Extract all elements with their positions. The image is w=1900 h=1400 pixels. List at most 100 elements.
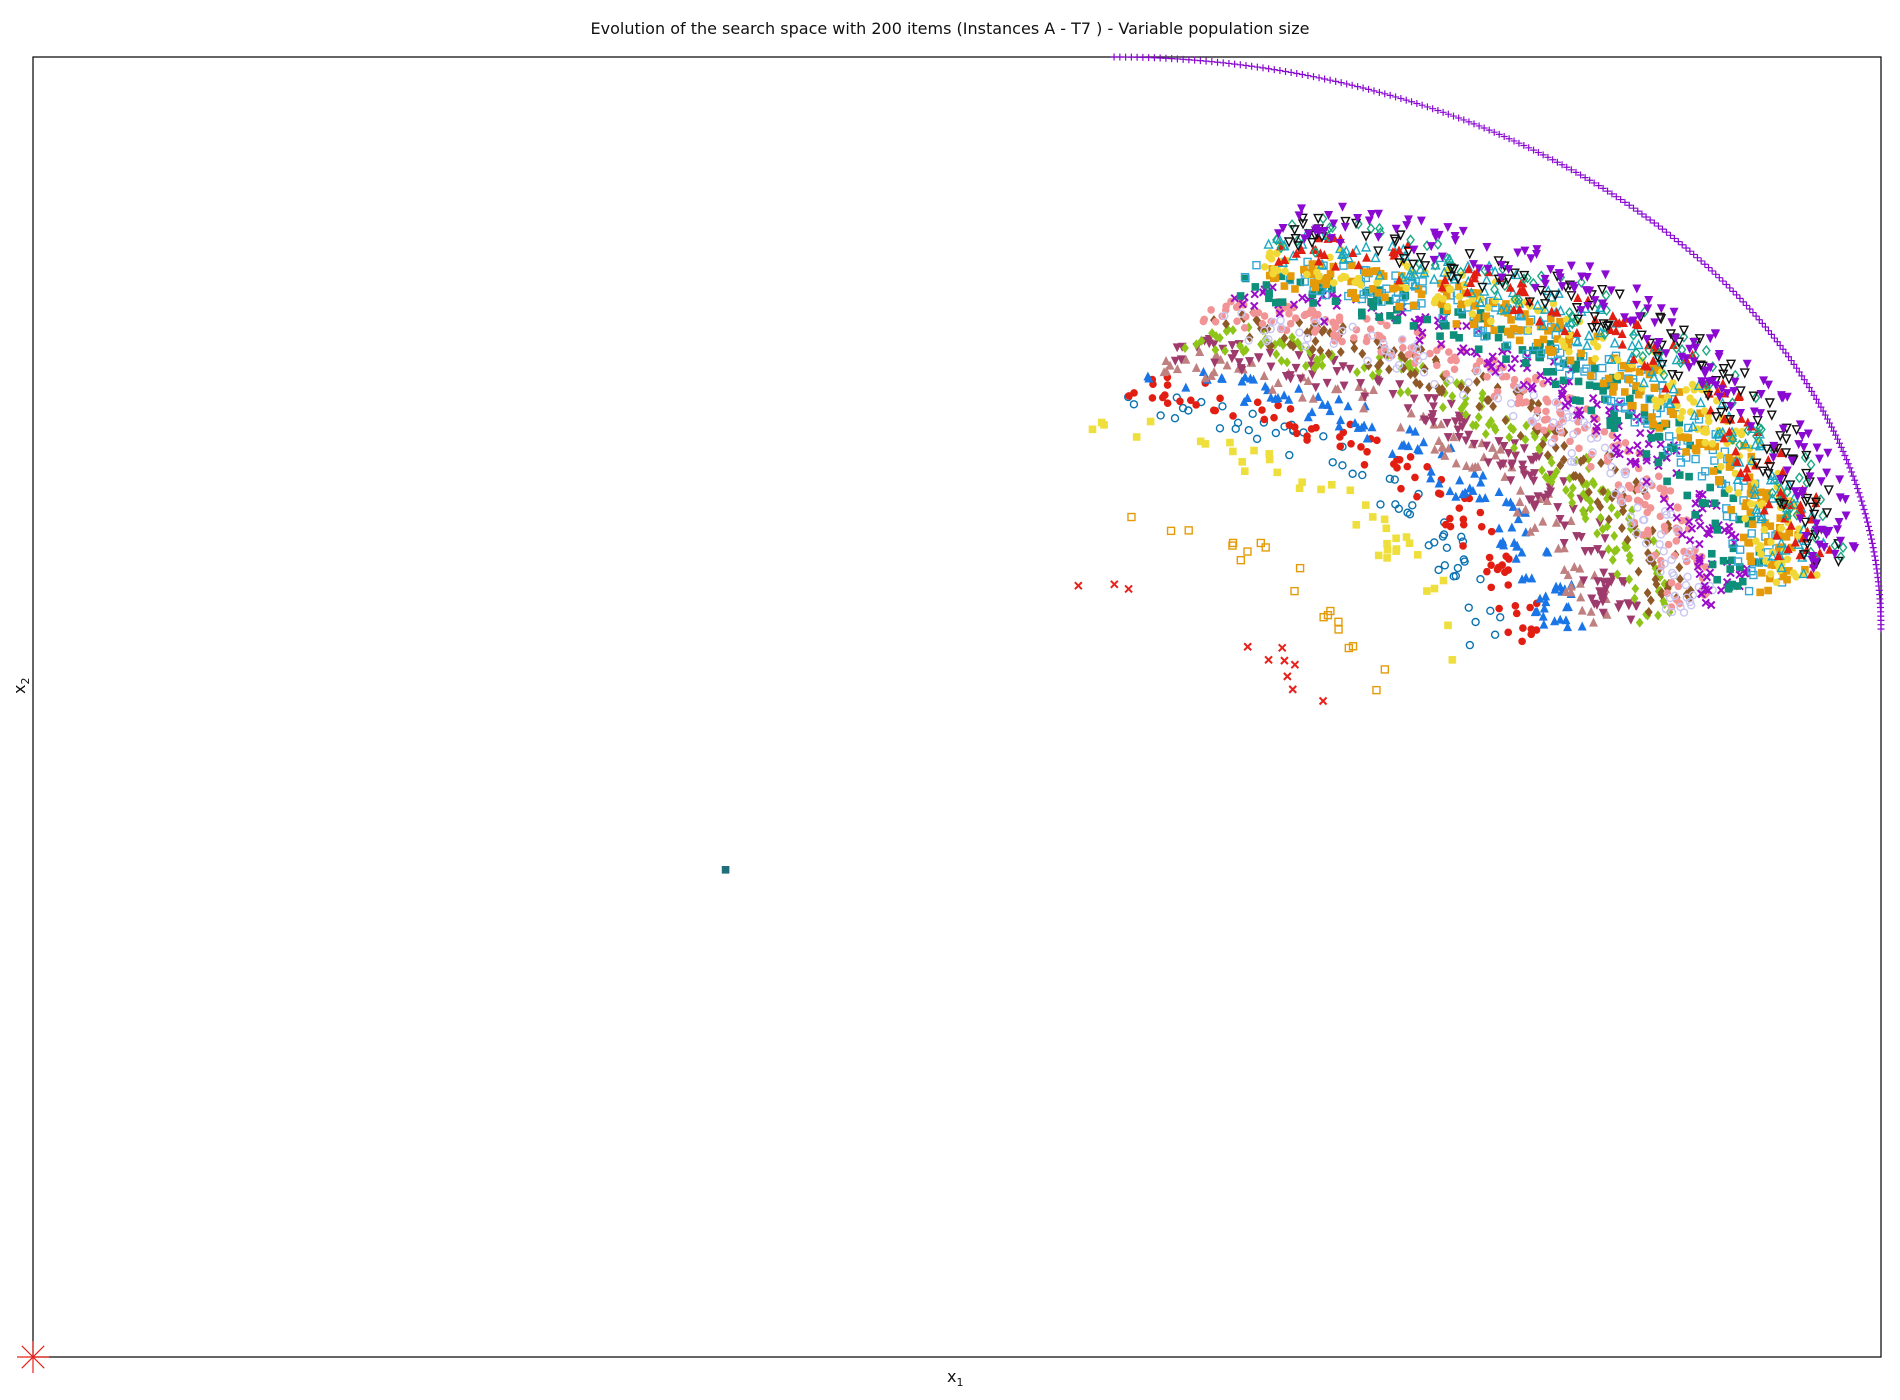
data-point <box>1074 581 1083 590</box>
data-point <box>1708 267 1716 275</box>
data-point <box>1711 519 1720 528</box>
data-point <box>1345 364 1355 374</box>
data-point <box>1658 451 1667 460</box>
data-point <box>1441 520 1450 529</box>
data-point <box>1625 201 1633 209</box>
data-point <box>1146 417 1155 426</box>
data-point <box>1658 225 1666 233</box>
data-point <box>1631 459 1641 469</box>
data-point <box>1613 509 1622 520</box>
data-point <box>1625 574 1634 585</box>
data-point <box>1216 332 1224 343</box>
data-point <box>1328 458 1337 467</box>
data-point <box>1415 379 1424 390</box>
data-point <box>1710 499 1719 507</box>
data-point <box>1557 282 1567 292</box>
data-point <box>1872 561 1880 569</box>
data-point <box>1340 222 1350 232</box>
data-point <box>1494 333 1503 342</box>
data-point <box>1215 424 1225 433</box>
data-point <box>1521 572 1531 582</box>
data-point <box>1768 453 1778 463</box>
data-point <box>1646 504 1655 512</box>
reference-point-layer <box>17 1341 49 1373</box>
data-point <box>1572 532 1582 542</box>
data-point <box>1669 571 1678 580</box>
data-point <box>1406 369 1415 380</box>
data-point <box>1666 502 1675 511</box>
data-point <box>1442 370 1451 378</box>
data-point <box>1419 261 1431 272</box>
data-point <box>1643 304 1653 314</box>
data-point <box>1582 364 1591 373</box>
data-point <box>1311 383 1321 393</box>
data-point <box>1504 449 1514 459</box>
data-point <box>1419 437 1429 447</box>
data-point <box>1373 246 1384 257</box>
data-point <box>1549 367 1557 376</box>
data-point <box>1748 520 1757 529</box>
data-point <box>1350 334 1358 342</box>
data-point <box>1755 422 1764 434</box>
data-point <box>1606 353 1617 365</box>
data-point <box>1696 521 1705 530</box>
data-point <box>1534 149 1542 157</box>
data-point <box>1450 365 1459 374</box>
data-point <box>1248 62 1256 70</box>
data-point <box>1385 474 1395 483</box>
data-point <box>1790 360 1798 368</box>
data-point <box>1265 289 1273 297</box>
data-point <box>1184 406 1193 415</box>
data-point <box>1620 313 1630 323</box>
data-point <box>1741 514 1749 523</box>
data-point <box>1438 532 1448 541</box>
data-point <box>1773 338 1781 346</box>
data-point <box>1632 529 1642 538</box>
data-point <box>1722 511 1732 521</box>
data-point <box>1334 625 1343 634</box>
data-point <box>1497 260 1507 270</box>
data-point <box>1529 391 1538 400</box>
data-point <box>1569 483 1577 494</box>
data-point <box>1394 504 1404 513</box>
data-point <box>1644 295 1654 305</box>
data-point <box>1673 371 1684 382</box>
data-point <box>1783 510 1792 522</box>
data-point <box>1309 299 1317 307</box>
data-point <box>1237 309 1246 318</box>
data-point <box>1443 223 1453 233</box>
data-point <box>1750 438 1761 449</box>
data-point <box>1465 494 1474 503</box>
data-point <box>1532 299 1543 310</box>
data-point <box>1669 410 1678 419</box>
data-point <box>1758 569 1766 577</box>
data-point <box>1250 301 1259 311</box>
data-point <box>1449 572 1458 581</box>
data-point <box>1740 438 1751 449</box>
data-point <box>1538 439 1547 450</box>
data-point <box>1443 302 1452 311</box>
data-point <box>1430 584 1439 593</box>
data-point <box>1253 353 1263 363</box>
data-point <box>1877 625 1885 633</box>
data-point <box>1088 425 1097 434</box>
data-point <box>1604 544 1613 555</box>
data-point <box>1777 524 1786 532</box>
data-point <box>1553 158 1561 166</box>
data-point <box>1576 592 1586 602</box>
data-point <box>1308 393 1318 403</box>
data-point <box>1797 431 1807 441</box>
data-point <box>1828 423 1836 431</box>
data-point <box>1756 542 1765 550</box>
data-point <box>1258 406 1266 414</box>
data-point <box>1475 493 1485 503</box>
data-point <box>1459 542 1467 550</box>
data-point <box>1436 490 1445 498</box>
data-point <box>1629 401 1637 410</box>
data-point <box>1274 401 1282 410</box>
data-point <box>1442 543 1452 553</box>
data-point <box>1532 626 1541 634</box>
data-point <box>1685 547 1695 556</box>
data-point <box>1293 235 1302 247</box>
data-point <box>1388 247 1398 257</box>
